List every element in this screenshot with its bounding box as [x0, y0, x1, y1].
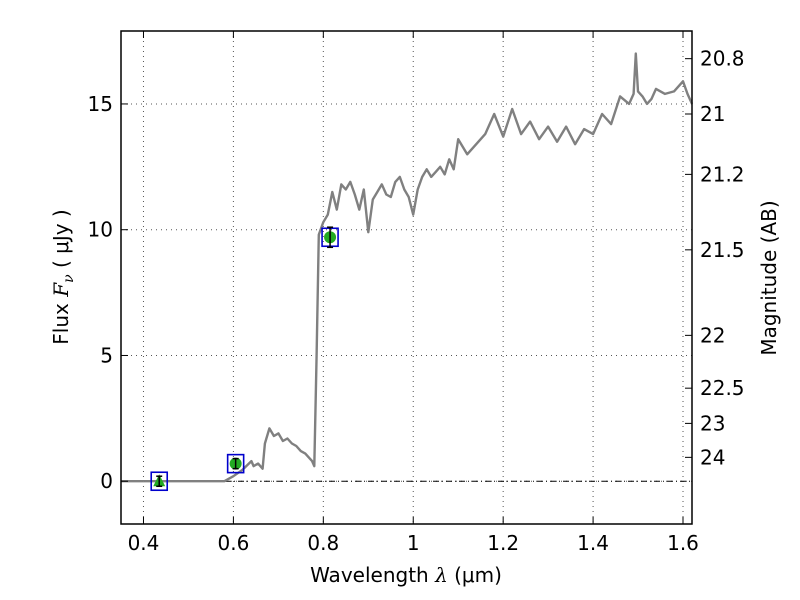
ticks-layer: 0.4 0.6 0.8 1 1.2 1.4 1.6 0 5 10 15 20.8 21 21.2 21.5 2… — [88, 31, 745, 555]
spectrum-line — [121, 52, 694, 483]
grid-layer — [121, 31, 692, 524]
x-tick-label: 1 — [407, 531, 420, 555]
model-flux-box — [150, 471, 169, 492]
y-tick-label: 10 — [88, 218, 113, 242]
right-tick-label: 22 — [700, 323, 725, 347]
x-tick-label: 1.6 — [667, 531, 699, 555]
right-tick-label: 21.2 — [700, 162, 745, 186]
right-tick-label: 22.5 — [700, 376, 745, 400]
right-tick-label: 21.5 — [700, 238, 745, 262]
x-tick-label: 0.6 — [217, 531, 249, 555]
photometry-points — [150, 226, 339, 492]
y-tick-label: 15 — [88, 92, 113, 116]
y-axis-label: Flux Fν ( μJy ) — [49, 209, 77, 344]
right-tick-label: 24 — [700, 445, 725, 469]
x-axis-label: Wavelength λ (μm) — [310, 563, 502, 587]
y-tick-label: 5 — [100, 343, 113, 367]
right-tick-label: 23 — [700, 411, 725, 435]
y-tick-label: 0 — [100, 469, 113, 493]
plot-frame — [120, 30, 693, 525]
x-tick-label: 0.4 — [128, 531, 160, 555]
x-tick-label: 1.2 — [487, 531, 519, 555]
right-tick-label: 21 — [700, 102, 725, 126]
right-tick-label: 20.8 — [700, 47, 745, 71]
x-tick-label: 1.4 — [577, 531, 609, 555]
right-axis-label: Magnitude (AB) — [757, 200, 781, 355]
x-tick-label: 0.8 — [307, 531, 339, 555]
model-flux-box — [226, 453, 245, 474]
